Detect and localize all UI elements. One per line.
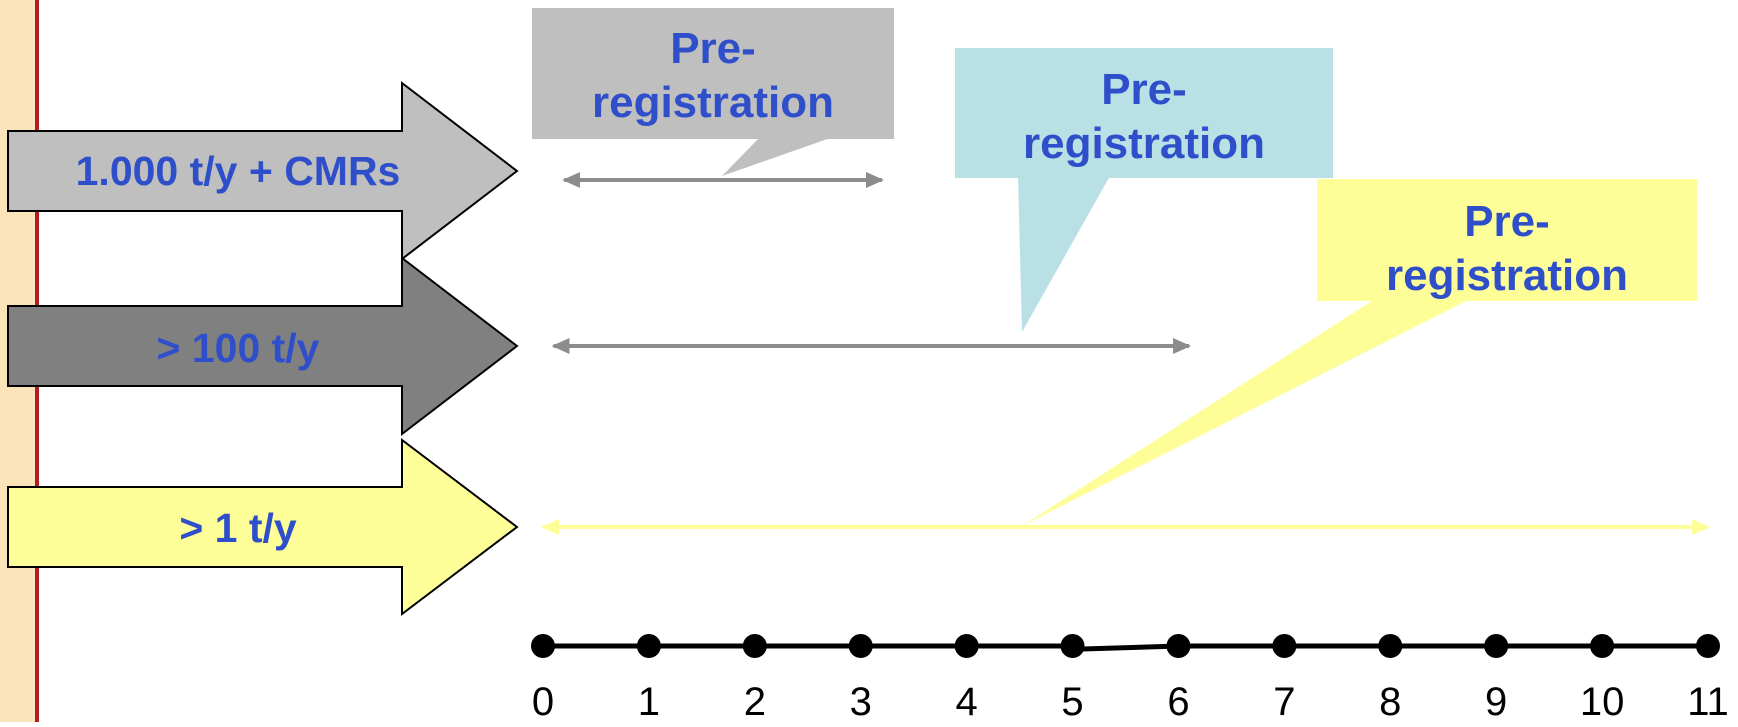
callout-gray xyxy=(532,8,894,176)
axis-tick-label-0: 0 xyxy=(531,680,555,724)
axis-tick-label-5: 5 xyxy=(1061,680,1084,724)
axis-dot-9 xyxy=(1484,634,1509,658)
tier-arrow-1 xyxy=(7,437,519,617)
axis-dot-2 xyxy=(742,634,767,658)
callout-gray-line2: registration xyxy=(591,78,835,127)
axis-tick-label-10: 10 xyxy=(1579,680,1625,724)
axis-tick-label-4: 4 xyxy=(955,680,978,724)
axis-dot-0 xyxy=(531,634,555,658)
axis-dot-11 xyxy=(1696,634,1720,658)
tier-arrow-100 xyxy=(7,255,519,437)
axis-dot-5 xyxy=(1060,634,1085,658)
callout-teal-line1: Pre- xyxy=(1101,65,1187,114)
timeline-axis-line xyxy=(542,643,1708,652)
axis-dot-3 xyxy=(848,634,873,658)
tier-label-1000: 1.000 t/y + CMRs xyxy=(75,148,401,194)
callout-yellow-line1: Pre- xyxy=(1464,197,1550,246)
axis-dot-7 xyxy=(1272,634,1297,658)
axis-tick-label-6: 6 xyxy=(1167,680,1190,724)
callout-gray-line1: Pre- xyxy=(670,24,756,73)
axis-tick-label-2: 2 xyxy=(743,680,766,724)
timeline-axis-dots xyxy=(531,634,1720,658)
axis-dot-8 xyxy=(1378,634,1403,658)
callout-gray-text: Pre- registration xyxy=(532,22,894,130)
axis-tick-label-9: 9 xyxy=(1485,680,1508,724)
axis-dot-10 xyxy=(1590,634,1615,658)
axis-dot-4 xyxy=(954,634,979,658)
callout-yellow xyxy=(1022,179,1697,526)
callout-teal-text: Pre- registration xyxy=(955,63,1333,171)
callout-yellow-text: Pre- registration xyxy=(1317,195,1697,303)
tier-arrow-1000 xyxy=(7,80,519,262)
axis-tick-label-7: 7 xyxy=(1273,680,1296,724)
tier-label-1: > 1 t/y xyxy=(179,505,297,551)
callout-yellow-line2: registration xyxy=(1385,251,1629,300)
axis-tick-label-3: 3 xyxy=(849,680,872,724)
callout-teal xyxy=(955,48,1333,332)
axis-tick-label-1: 1 xyxy=(637,680,661,724)
axis-dot-1 xyxy=(636,634,661,658)
callout-teal-line2: registration xyxy=(1022,119,1266,168)
axis-tick-label-11: 11 xyxy=(1687,680,1729,724)
tier-label-100: > 100 t/y xyxy=(156,325,320,371)
axis-tick-label-8: 8 xyxy=(1379,680,1402,724)
axis-dot-6 xyxy=(1166,634,1191,658)
